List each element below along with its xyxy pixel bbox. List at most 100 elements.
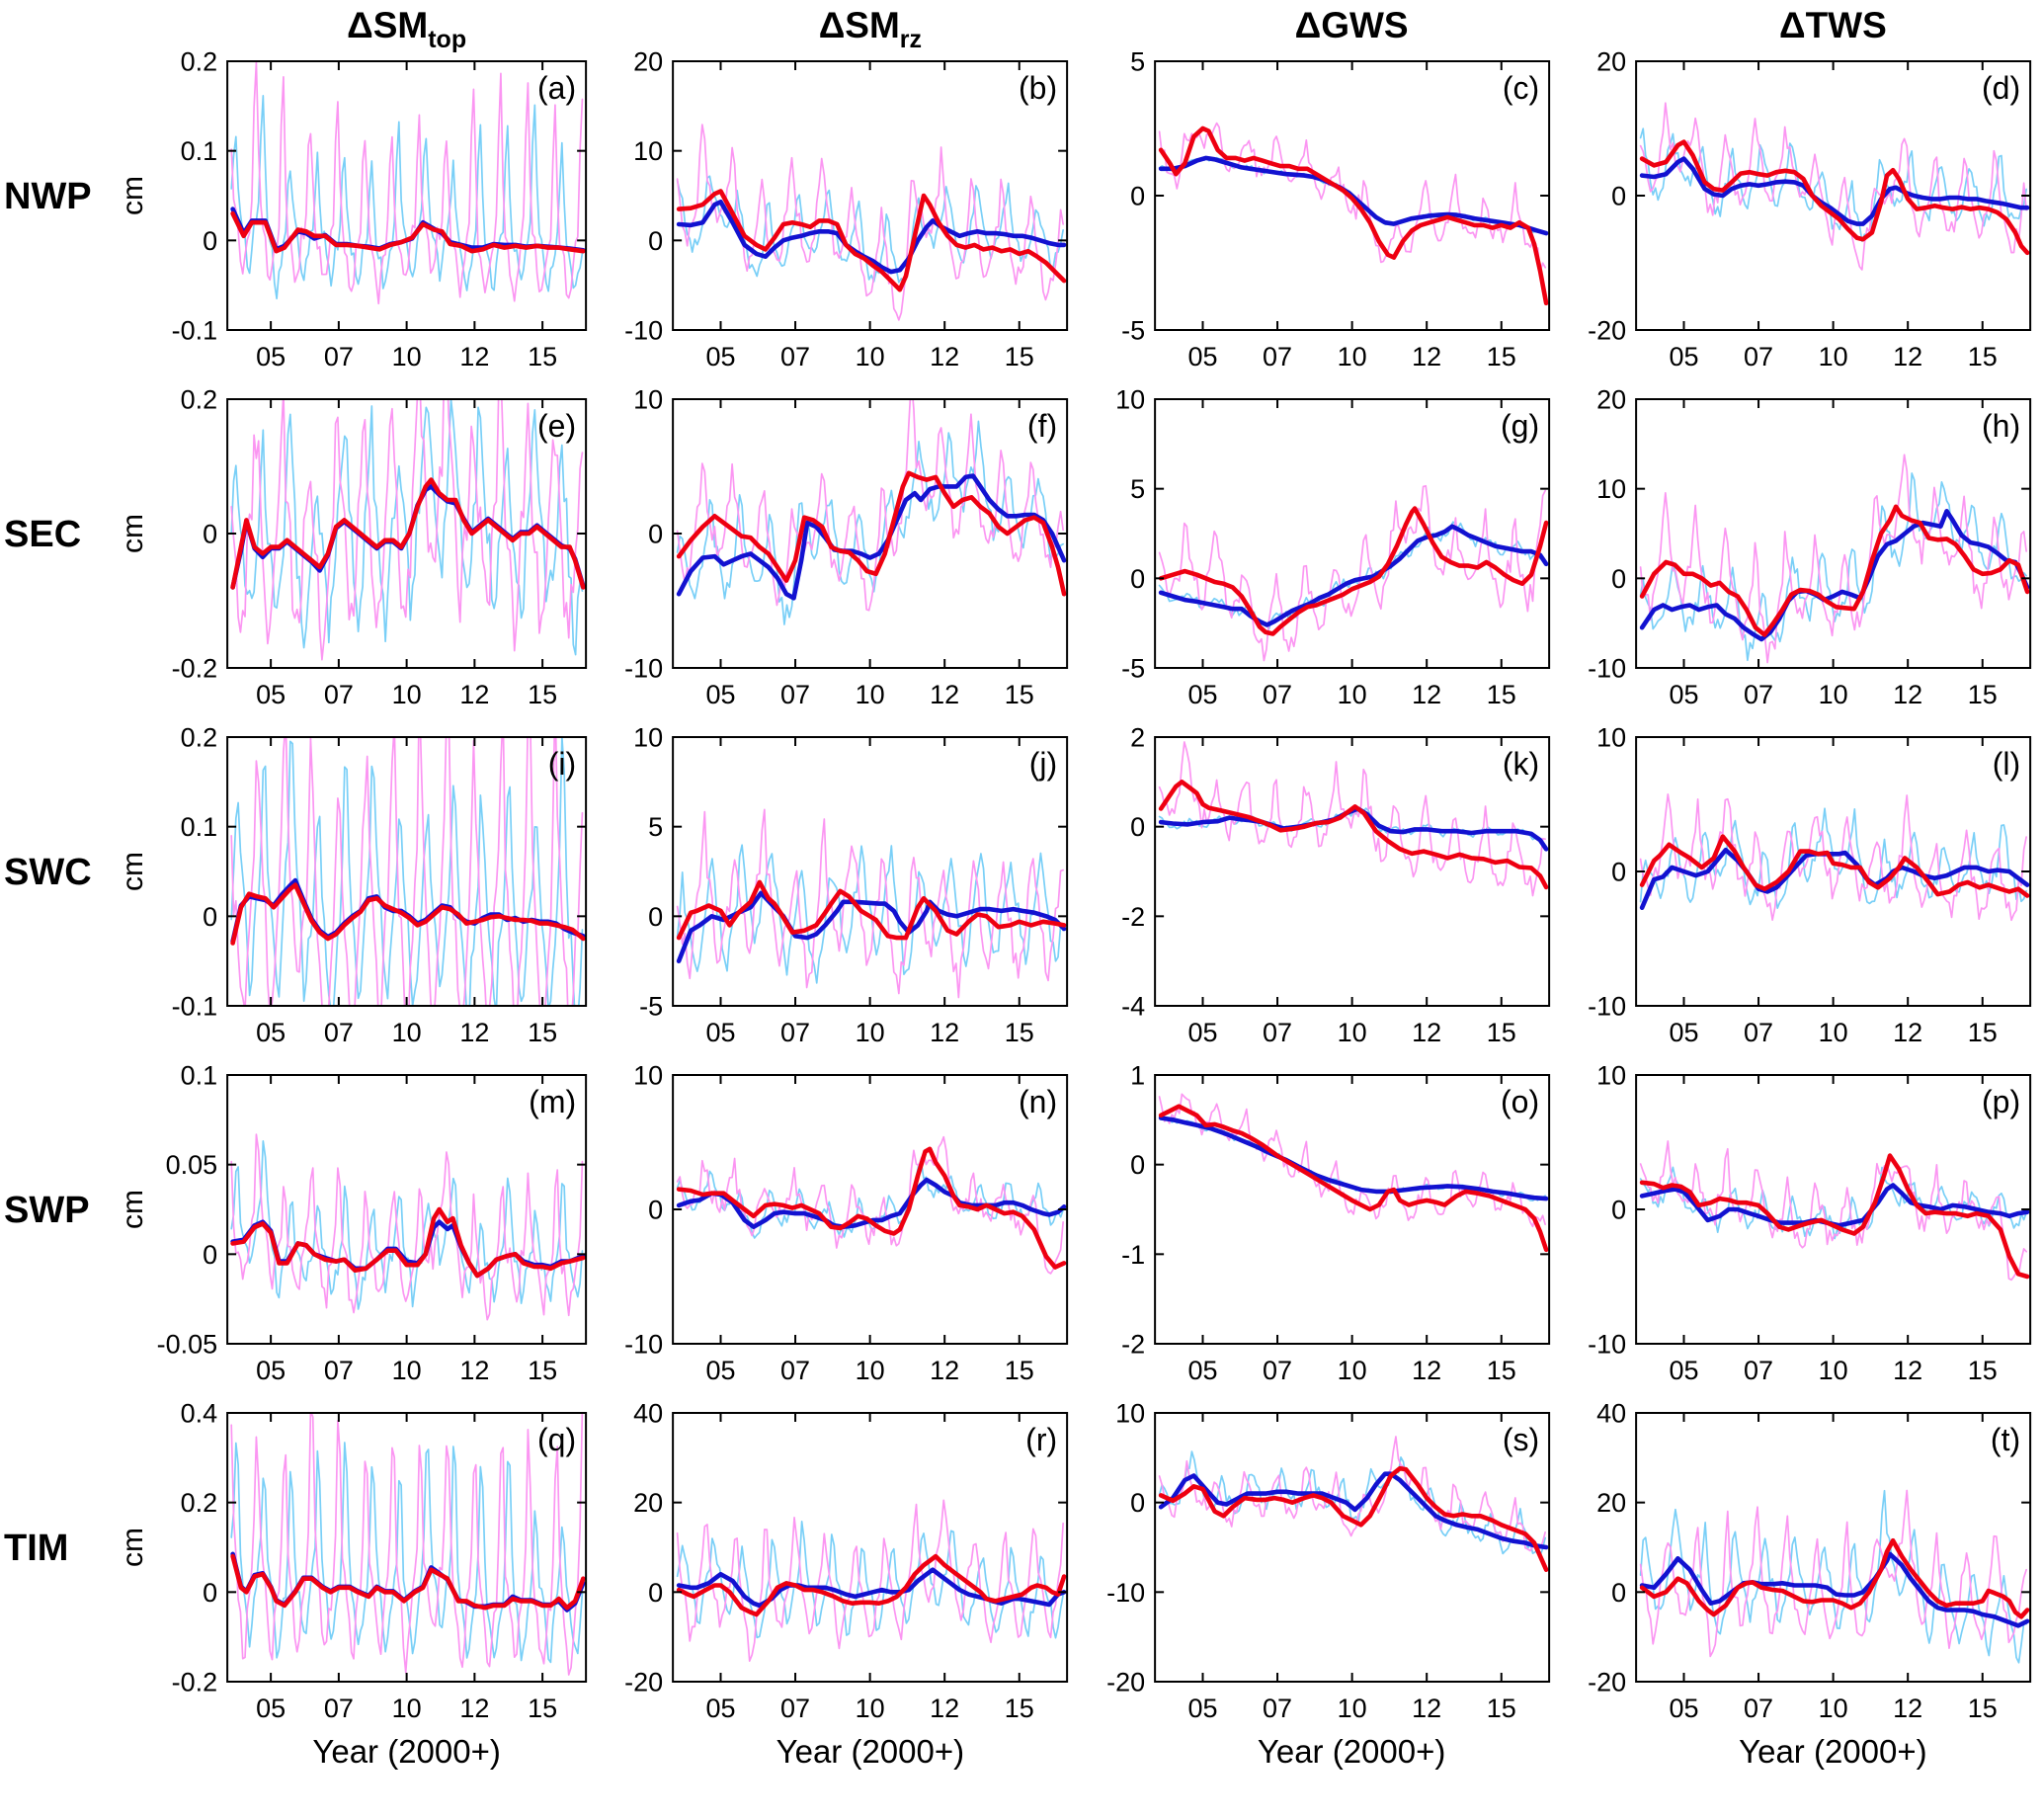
series-red-smooth bbox=[1158, 125, 1548, 306]
series-magenta-thin bbox=[1158, 484, 1546, 662]
x-tick-label: 15 bbox=[528, 1356, 557, 1385]
series-blue-smooth bbox=[1639, 156, 2030, 226]
y-tick-label: 0 bbox=[1611, 564, 1626, 594]
panel-r: 05 07 10 12 15 40 20 0 -20 (r) bbox=[598, 1401, 1079, 1739]
series-group bbox=[230, 399, 586, 661]
panel-a: 05 07 10 12 15 0.2 0.1 0 -0.1 (a) cm bbox=[117, 49, 598, 387]
title-main: ΔTWS bbox=[1778, 5, 1887, 45]
title-main: ΔSM bbox=[818, 5, 900, 45]
x-tick-label: 15 bbox=[1486, 342, 1515, 372]
x-tick-label: 15 bbox=[528, 342, 557, 372]
x-tick-label: 10 bbox=[1337, 1018, 1366, 1047]
x-tick-label: 10 bbox=[1337, 342, 1366, 372]
series-magenta-thin bbox=[230, 1413, 584, 1676]
chart-r: 05 07 10 12 15 40 20 0 -20 (r) bbox=[624, 1401, 1069, 1723]
x-tick-label: 10 bbox=[1818, 1356, 1847, 1385]
y-tick-label: 0 bbox=[648, 226, 663, 256]
y-tick-label: -20 bbox=[1588, 315, 1626, 345]
series-group bbox=[1639, 1140, 2030, 1282]
x-tick-label: 07 bbox=[324, 680, 354, 709]
x-tick-label: 12 bbox=[459, 680, 489, 709]
x-axis-label: Year (2000+) bbox=[1257, 1733, 1446, 1770]
series-magenta-thin bbox=[1158, 1436, 1546, 1552]
y-tick-label: 10 bbox=[1115, 387, 1145, 414]
x-tick-label: 12 bbox=[1893, 1356, 1922, 1385]
series-cyan-thin bbox=[230, 1139, 584, 1310]
y-tick-label: -1 bbox=[1121, 1240, 1145, 1270]
title-main: ΔGWS bbox=[1294, 5, 1409, 45]
panel-letter: (l) bbox=[1992, 746, 2019, 782]
series-blue-smooth bbox=[1639, 1183, 2030, 1228]
chart-s: 05 07 10 12 15 10 0 -10 -20 (s) bbox=[1106, 1401, 1550, 1723]
x-tick-label: 12 bbox=[1893, 342, 1922, 372]
series-group bbox=[1639, 102, 2030, 271]
series-red-smooth bbox=[677, 1146, 1067, 1270]
series-red-smooth bbox=[1639, 834, 2030, 898]
series-red-smooth bbox=[230, 477, 586, 590]
y-tick-label: -10 bbox=[1588, 653, 1626, 683]
y-tick-label: 20 bbox=[633, 49, 663, 76]
series-group bbox=[677, 124, 1067, 321]
y-tick-label: 0 bbox=[1611, 1195, 1626, 1224]
series-blue-smooth bbox=[677, 1567, 1067, 1609]
series-cyan-thin bbox=[1639, 1489, 2027, 1664]
y-tick-label: 1 bbox=[1130, 1063, 1145, 1090]
x-tick-label: 10 bbox=[392, 1356, 422, 1385]
x-tick-label: 12 bbox=[1893, 1018, 1922, 1047]
x-tick-label: 15 bbox=[1005, 1694, 1034, 1723]
y-tick-label: -0.1 bbox=[172, 315, 218, 345]
series-blue-smooth bbox=[677, 473, 1067, 601]
panel-letter: (t) bbox=[1991, 1422, 2020, 1457]
x-tick-label: 05 bbox=[256, 1356, 286, 1385]
series-red-smooth bbox=[677, 470, 1067, 597]
y-tick-label: 5 bbox=[1130, 474, 1145, 504]
axes-box bbox=[672, 1412, 1069, 1683]
x-tick-label: 10 bbox=[1818, 1018, 1847, 1047]
x-axis-label: Year (2000+) bbox=[776, 1733, 965, 1770]
panel-letter: (o) bbox=[1501, 1084, 1539, 1119]
y-tick-label: 0 bbox=[648, 519, 663, 548]
series-group bbox=[230, 61, 586, 305]
x-axis-label-row: Year (2000+) Year (2000+) Year (2000+) Y… bbox=[0, 1733, 2042, 1794]
y-axis-unit-label: cm bbox=[117, 514, 149, 553]
series-group bbox=[677, 1499, 1067, 1662]
x-tick-label: 10 bbox=[392, 1018, 422, 1047]
row-tim: TIM 05 07 10 12 15 0.4 0.2 0 -0.2 (q) cm 05 07 10 12 1… bbox=[0, 1401, 2042, 1739]
x-tick-label: 07 bbox=[1744, 680, 1773, 709]
y-tick-label: 40 bbox=[633, 1401, 663, 1428]
x-tick-label: 05 bbox=[1669, 680, 1698, 709]
x-axis-label: Year (2000+) bbox=[312, 1733, 501, 1770]
series-group bbox=[1639, 793, 2030, 922]
y-tick-label: 0 bbox=[648, 1195, 663, 1224]
panel-i: 05 07 10 12 15 0.2 0.1 0 -0.1 (i) cm bbox=[117, 725, 598, 1063]
panel-h: 05 07 10 12 15 20 10 0 -10 (h) bbox=[1561, 387, 2042, 725]
x-tick-label: 15 bbox=[528, 1018, 557, 1047]
chart-e: 05 07 10 12 15 0.2 0 -0.2 (e) cm bbox=[117, 387, 588, 709]
series-red-smooth bbox=[1639, 1153, 2030, 1280]
chart-m: 05 07 10 12 15 0.1 0.05 0 -0.05 (m) cm bbox=[117, 1063, 588, 1385]
chart-h: 05 07 10 12 15 20 10 0 -10 (h) bbox=[1588, 387, 2031, 709]
y-tick-label: 0 bbox=[648, 902, 663, 932]
y-tick-label: -10 bbox=[624, 1329, 663, 1359]
x-tick-label: 05 bbox=[1669, 1694, 1698, 1723]
x-tick-label: 05 bbox=[1669, 342, 1698, 372]
series-blue-smooth bbox=[1158, 1116, 1548, 1201]
series-blue-smooth bbox=[677, 200, 1067, 275]
x-tick-label: 07 bbox=[1744, 1694, 1773, 1723]
x-tick-label: 10 bbox=[392, 680, 422, 709]
panel-t: 05 07 10 12 15 40 20 0 -20 (t) bbox=[1561, 1401, 2042, 1739]
x-tick-label: 15 bbox=[1486, 1694, 1515, 1723]
x-tick-label: 07 bbox=[780, 1356, 810, 1385]
x-tick-label: 10 bbox=[856, 680, 885, 709]
y-tick-label: 0 bbox=[203, 1578, 217, 1608]
panel-k: 05 07 10 12 15 2 0 -2 -4 (k) bbox=[1080, 725, 1561, 1063]
x-tick-label: 12 bbox=[1412, 342, 1441, 372]
x-tick-label: 05 bbox=[706, 1356, 736, 1385]
x-tick-label: 07 bbox=[780, 342, 810, 372]
y-tick-label: -0.05 bbox=[157, 1329, 218, 1359]
series-magenta-thin bbox=[1639, 102, 2027, 271]
axes-box bbox=[672, 1074, 1069, 1345]
panel-p: 05 07 10 12 15 10 0 -10 (p) bbox=[1561, 1063, 2042, 1401]
series-red-smooth bbox=[1639, 504, 2030, 637]
